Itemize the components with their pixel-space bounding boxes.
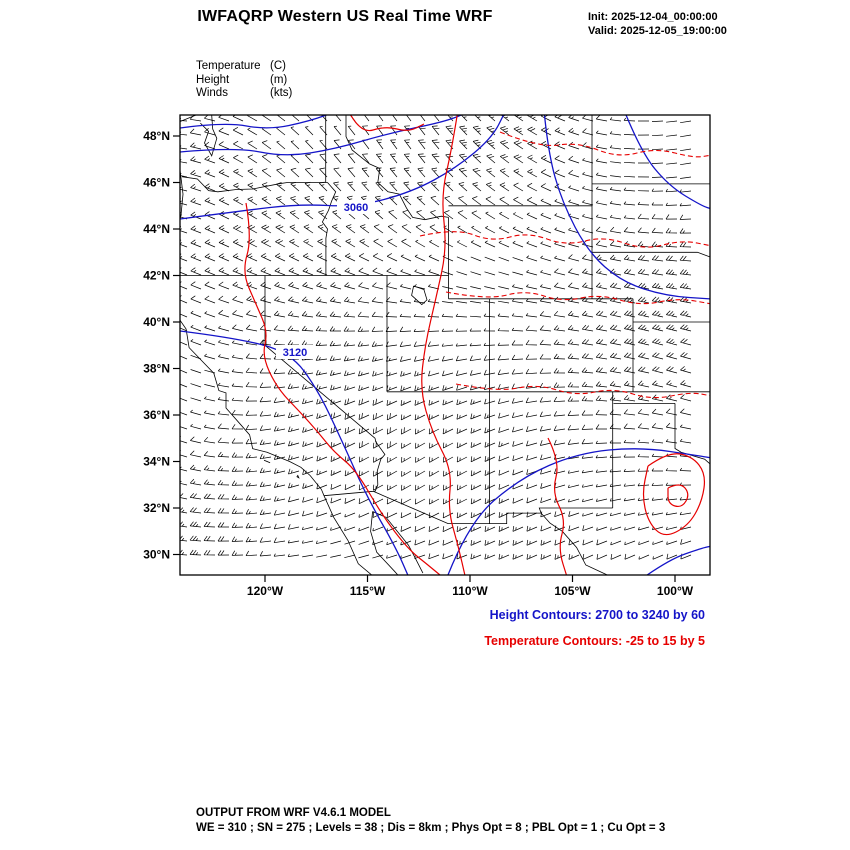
model-times: Init: 2025-12-04_00:00:00 Valid: 2025-12… bbox=[588, 10, 727, 38]
model-info: OUTPUT FROM WRF V4.6.1 MODEL WE = 310 ; … bbox=[196, 806, 665, 836]
wind-barbs bbox=[180, 115, 692, 560]
init-time: Init: 2025-12-04_00:00:00 bbox=[588, 11, 718, 23]
lon-tick-label: 110°W bbox=[452, 584, 488, 598]
lat-tick-label: 34°N bbox=[143, 455, 170, 469]
lon-tick-label: 105°W bbox=[554, 584, 591, 598]
lat-tick-label: 44°N bbox=[143, 222, 170, 236]
height-contours bbox=[180, 115, 710, 575]
temperature-contours-solid bbox=[244, 115, 706, 575]
lon-tick-label: 115°W bbox=[350, 584, 386, 598]
legend-row: Winds (kts) bbox=[196, 87, 292, 101]
model-version-note: OUTPUT FROM WRF V4.6.1 MODEL bbox=[196, 807, 391, 819]
lon-tick-label: 120°W bbox=[247, 584, 284, 598]
lat-tick-label: 46°N bbox=[143, 176, 170, 190]
legend-row: Temperature (C) bbox=[196, 60, 292, 74]
legend-row: Height (m) bbox=[196, 74, 292, 88]
legend-field-name: Winds bbox=[196, 87, 228, 99]
contour-labels-layer: 3060 3120 bbox=[276, 200, 375, 359]
field-legend: Temperature (C) Height (m) Winds (kts) bbox=[196, 60, 292, 101]
state-borders bbox=[180, 115, 710, 575]
map-axes: 48°N 46°N 44°N 42°N 40°N 38°N 36°N 34°N 32°N 30°N… bbox=[143, 129, 694, 598]
lat-tick-label: 40°N bbox=[143, 315, 170, 329]
height-contour-label-3060: 3060 bbox=[344, 202, 368, 214]
legend-field-name: Temperature bbox=[196, 60, 261, 72]
lat-tick-label: 36°N bbox=[143, 408, 170, 422]
map-content-layer bbox=[180, 115, 710, 575]
temperature-contours-dashed bbox=[419, 131, 710, 399]
height-contour-note: Height Contours: 2700 to 3240 by 60 bbox=[489, 608, 705, 622]
lon-tick-label: 100°W bbox=[657, 584, 694, 598]
map-frame bbox=[179, 114, 711, 576]
temperature-contour-note: Temperature Contours: -25 to 15 by 5 bbox=[484, 634, 705, 648]
lat-tick-label: 30°N bbox=[143, 548, 170, 562]
plot-title: IWFAQRP Western US Real Time WRF bbox=[197, 8, 493, 25]
legend-field-unit: (C) bbox=[270, 60, 286, 72]
legend-field-unit: (m) bbox=[270, 73, 288, 86]
lat-tick-label: 38°N bbox=[143, 362, 170, 376]
contour-label-halo bbox=[337, 200, 375, 214]
lat-tick-label: 42°N bbox=[143, 269, 170, 283]
valid-time: Valid: 2025-12-05_19:00:00 bbox=[588, 25, 727, 37]
legend-field-name: Height bbox=[196, 73, 230, 86]
contour-label-halo bbox=[276, 345, 314, 359]
lat-tick-label: 48°N bbox=[143, 129, 170, 143]
lat-tick-label: 32°N bbox=[143, 501, 170, 515]
legend-field-unit: (kts) bbox=[270, 87, 293, 99]
model-config-note: WE = 310 ; SN = 275 ; Levels = 38 ; Dis … bbox=[196, 822, 666, 834]
height-contour-label-3120: 3120 bbox=[283, 347, 307, 359]
